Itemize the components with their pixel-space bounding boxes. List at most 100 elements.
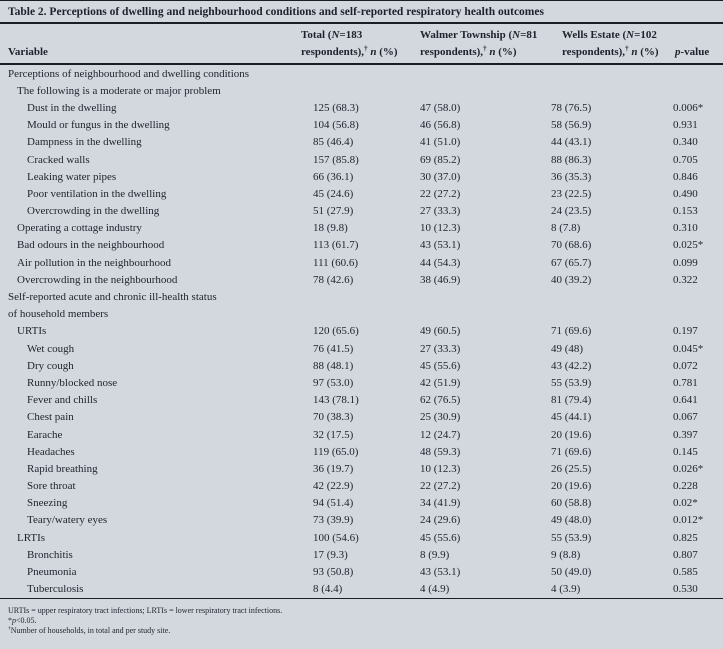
table-row: Chest pain 70 (38.3) 25 (30.9) 45 (44.1) 0.0… <box>0 409 723 426</box>
cell-wells: 71 (69.6) <box>551 445 592 458</box>
text-segment: † <box>8 625 11 632</box>
cell-wells: 55 (53.9) <box>551 531 592 544</box>
row-label: Dry cough <box>27 359 74 372</box>
row-label: Leaking water pipes <box>27 170 117 183</box>
cell-wells: 81 (79.4) <box>551 394 592 407</box>
cell-wells: 67 (65.7) <box>551 256 592 269</box>
cell-wells: 20 (19.6) <box>551 480 592 493</box>
text-segment: Wells Estate ( <box>562 29 627 41</box>
row-label: Sneezing <box>27 497 68 510</box>
cell-total <box>300 306 420 323</box>
cell-total: 104 (56.8) <box>313 119 359 132</box>
table-row: LRTIs 100 (54.6) 45 (55.6) 55 (53.9) 0.825 <box>0 529 723 546</box>
row-label: Teary/watery eyes <box>27 514 108 527</box>
cell-p: 0.397 <box>673 428 698 441</box>
text-segment: Total ( <box>301 29 332 41</box>
cell-walmer: 42 (51.9) <box>420 376 461 389</box>
row-label: Cracked walls <box>27 153 90 166</box>
row-label: Pneumonia <box>27 566 77 579</box>
row-label: Self-reported acute and chronic ill-heal… <box>8 291 217 304</box>
cell-total <box>300 288 420 305</box>
text-segment: =102 <box>634 29 657 41</box>
cell-wells <box>548 82 671 99</box>
cell-total: 113 (61.7) <box>313 239 359 252</box>
cell-wells <box>548 306 671 323</box>
text-segment: n <box>631 45 638 58</box>
table-row: Poor ventilation in the dwelling 45 (24.6… <box>0 185 723 202</box>
table-row: Mould or fungus in the dwelling 104 (56.8… <box>0 117 723 134</box>
text-segment: † <box>483 43 487 52</box>
cell-p: 0.807 <box>673 548 698 561</box>
column-header-wells-estate: Wells Estate (N=102 respondents),† n (%) <box>548 24 671 65</box>
cell-walmer: 45 (55.6) <box>420 359 461 372</box>
cell-walmer: 34 (41.9) <box>420 497 461 510</box>
cell-p <box>671 306 723 323</box>
table-row: Earache 32 (17.5) 12 (24.7) 20 (19.6) 0.397 <box>0 426 723 443</box>
table-row: Wet cough 76 (41.5) 27 (33.3) 49 (48) 0.045* <box>0 340 723 357</box>
text-segment: URTIs = upper respiratory tract infectio… <box>8 605 283 615</box>
cell-total: 125 (68.3) <box>313 101 359 114</box>
cell-wells: 49 (48) <box>551 342 584 355</box>
row-label: Perceptions of neighbourhood and dwellin… <box>8 67 250 80</box>
cell-walmer: 30 (37.0) <box>420 170 461 183</box>
cell-walmer: 46 (56.8) <box>420 119 461 132</box>
cell-p: 0.310 <box>673 222 698 235</box>
cell-total: 119 (65.0) <box>313 445 359 458</box>
header-row: Variable Total (N=183 respondents),† n (%… <box>0 24 723 65</box>
cell-total: 88 (48.1) <box>313 359 354 372</box>
cell-p: 0.145 <box>673 445 698 458</box>
cell-total: 100 (54.6) <box>313 531 359 544</box>
table-row: Bronchitis 17 (9.3) 8 (9.9) 9 (8.8) 0.807 <box>0 546 723 563</box>
row-label: Headaches <box>27 445 75 458</box>
table-row: Pneumonia 93 (50.8) 43 (53.1) 50 (49.0) 0.58… <box>0 563 723 580</box>
cell-total: 66 (36.1) <box>313 170 354 183</box>
cell-p: 0.02* <box>673 497 698 510</box>
cell-total <box>300 82 420 99</box>
section-row: Self-reported acute and chronic ill-heal… <box>0 288 723 305</box>
row-label: Chest pain <box>27 411 74 424</box>
row-label: Dampness in the dwelling <box>27 136 142 149</box>
cell-wells: 20 (19.6) <box>551 428 592 441</box>
text-segment: Number of households, in total and per s… <box>10 625 171 635</box>
text-segment: * <box>8 615 12 625</box>
cell-p: 0.781 <box>673 376 698 389</box>
cell-total <box>300 64 420 82</box>
cell-wells: 44 (43.1) <box>551 136 592 149</box>
row-label: Overcrowding in the dwelling <box>27 205 160 218</box>
cell-p: 0.931 <box>673 119 698 132</box>
table-row: Rapid breathing 36 (19.7) 10 (12.3) 26 (25.… <box>0 460 723 477</box>
row-label: Tuberculosis <box>27 583 84 596</box>
cell-p: 0.099 <box>673 256 698 269</box>
cell-p: 0.072 <box>673 359 698 372</box>
cell-p: 0.846 <box>673 170 698 183</box>
cell-total: 51 (27.9) <box>313 205 354 218</box>
text-segment: N <box>331 29 340 41</box>
row-label: Mould or fungus in the dwelling <box>27 119 170 132</box>
row-label: The following is a moderate or major pro… <box>17 84 221 97</box>
column-header-label: Variable <box>8 45 48 58</box>
cell-walmer: 45 (55.6) <box>420 531 461 544</box>
cell-walmer: 44 (54.3) <box>420 256 461 269</box>
cell-wells: 49 (48.0) <box>551 514 592 527</box>
text-segment: Walmer Township ( <box>420 29 513 41</box>
cell-p <box>671 64 723 82</box>
cell-wells: 26 (25.5) <box>551 462 592 475</box>
cell-wells <box>548 288 671 305</box>
cell-walmer: 22 (27.2) <box>420 480 461 493</box>
text-segment: -value <box>680 45 710 58</box>
cell-walmer: 41 (51.0) <box>420 136 461 149</box>
column-header-line: p-value <box>675 44 723 61</box>
row-label: Fever and chills <box>27 394 98 407</box>
cell-walmer: 62 (76.5) <box>420 394 461 407</box>
row-label: Air pollution in the neighbourhood <box>17 256 171 269</box>
text-segment: † <box>625 43 629 52</box>
cell-wells: 36 (35.3) <box>551 170 592 183</box>
cell-walmer: 10 (12.3) <box>420 462 461 475</box>
cell-walmer: 69 (85.2) <box>420 153 461 166</box>
text-segment: p <box>675 45 681 58</box>
cell-walmer: 48 (59.3) <box>420 445 461 458</box>
cell-walmer: 43 (53.1) <box>420 239 461 252</box>
cell-total: 78 (42.6) <box>313 273 354 286</box>
table-footnotes: URTIs = upper respiratory tract infectio… <box>0 599 723 636</box>
